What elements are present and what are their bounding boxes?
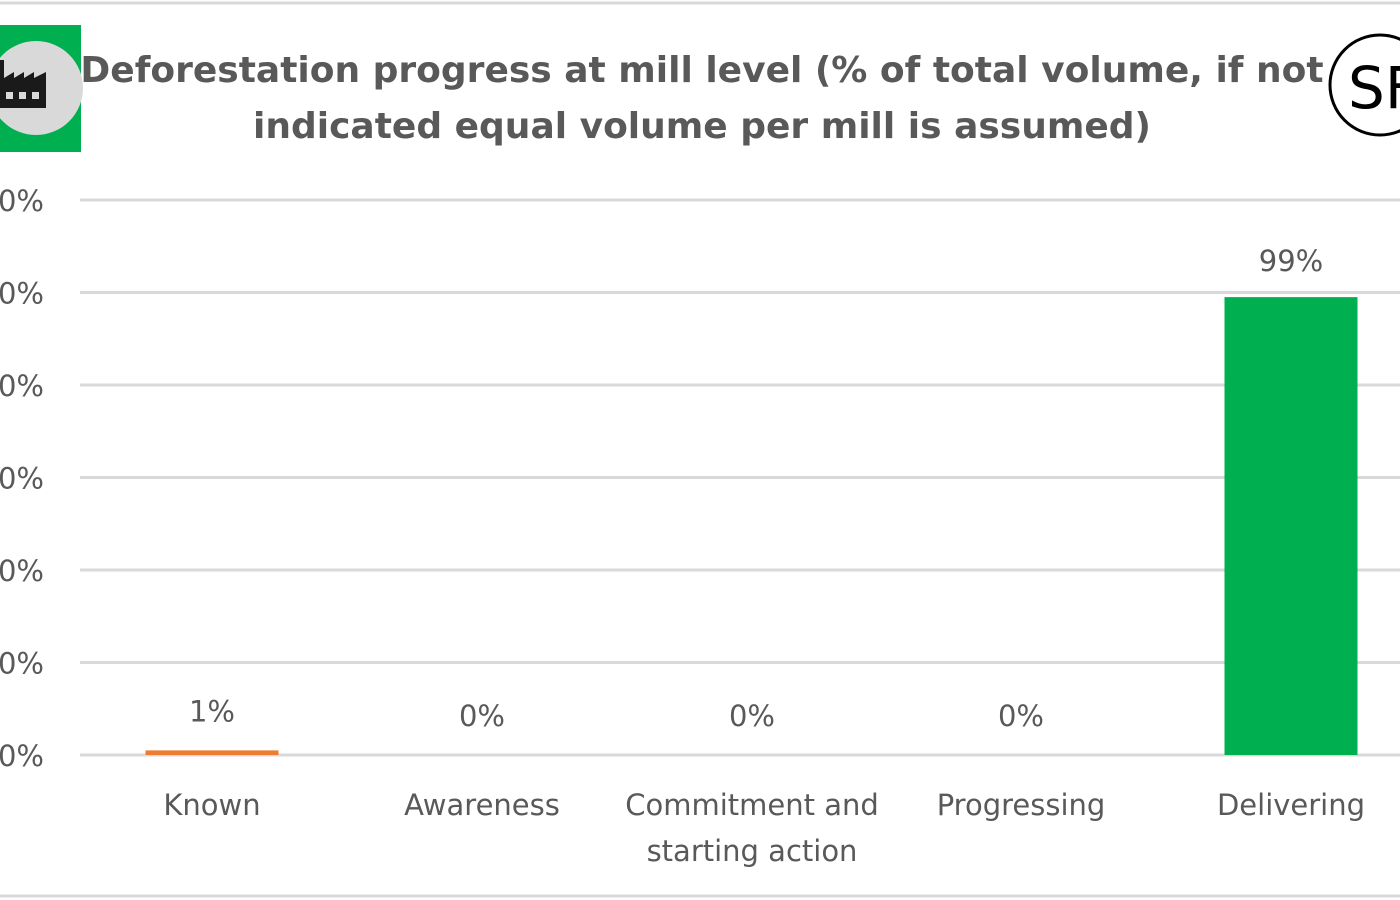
chart-title-line-2: indicated equal volume per mill is assum… xyxy=(253,106,1151,147)
category-label: Known xyxy=(163,788,260,822)
data-labels: 1% 0% 0% 0% 99% xyxy=(189,244,1323,733)
data-label: 1% xyxy=(189,694,235,728)
x-axis-categories: Known Awareness Commitment and starting act… xyxy=(163,788,1365,868)
data-label: 0% xyxy=(729,699,775,733)
y-tick-label: 0% xyxy=(0,554,44,588)
gridlines xyxy=(80,198,1400,757)
category-label: Commitment and xyxy=(625,788,879,822)
sf-logo: SF xyxy=(1328,33,1400,137)
chart-title-line-1: Deforestation progress at mill level (% … xyxy=(80,50,1323,91)
y-tick-label: 0% xyxy=(0,184,44,218)
y-tick-label: 0% xyxy=(0,462,44,496)
data-label: 0% xyxy=(998,699,1044,733)
category-label: Progressing xyxy=(937,788,1106,822)
data-label: 0% xyxy=(459,699,505,733)
y-tick-label: 0% xyxy=(0,739,44,773)
bar xyxy=(1224,297,1358,755)
factory-icon xyxy=(0,25,83,152)
category-label: starting action xyxy=(647,834,858,868)
sf-logo-text: SF xyxy=(1348,54,1400,122)
category-label: Awareness xyxy=(404,788,560,822)
y-tick-label: 0% xyxy=(0,369,44,403)
y-tick-label: 0% xyxy=(0,647,44,681)
y-tick-label: 0% xyxy=(0,277,44,311)
bar xyxy=(145,750,279,755)
y-axis-ticks: 0% 0% 0% 0% 0% 0% 0% xyxy=(0,184,44,773)
data-label: 99% xyxy=(1259,244,1323,278)
bars xyxy=(145,297,1358,755)
category-label: Delivering xyxy=(1217,788,1365,822)
